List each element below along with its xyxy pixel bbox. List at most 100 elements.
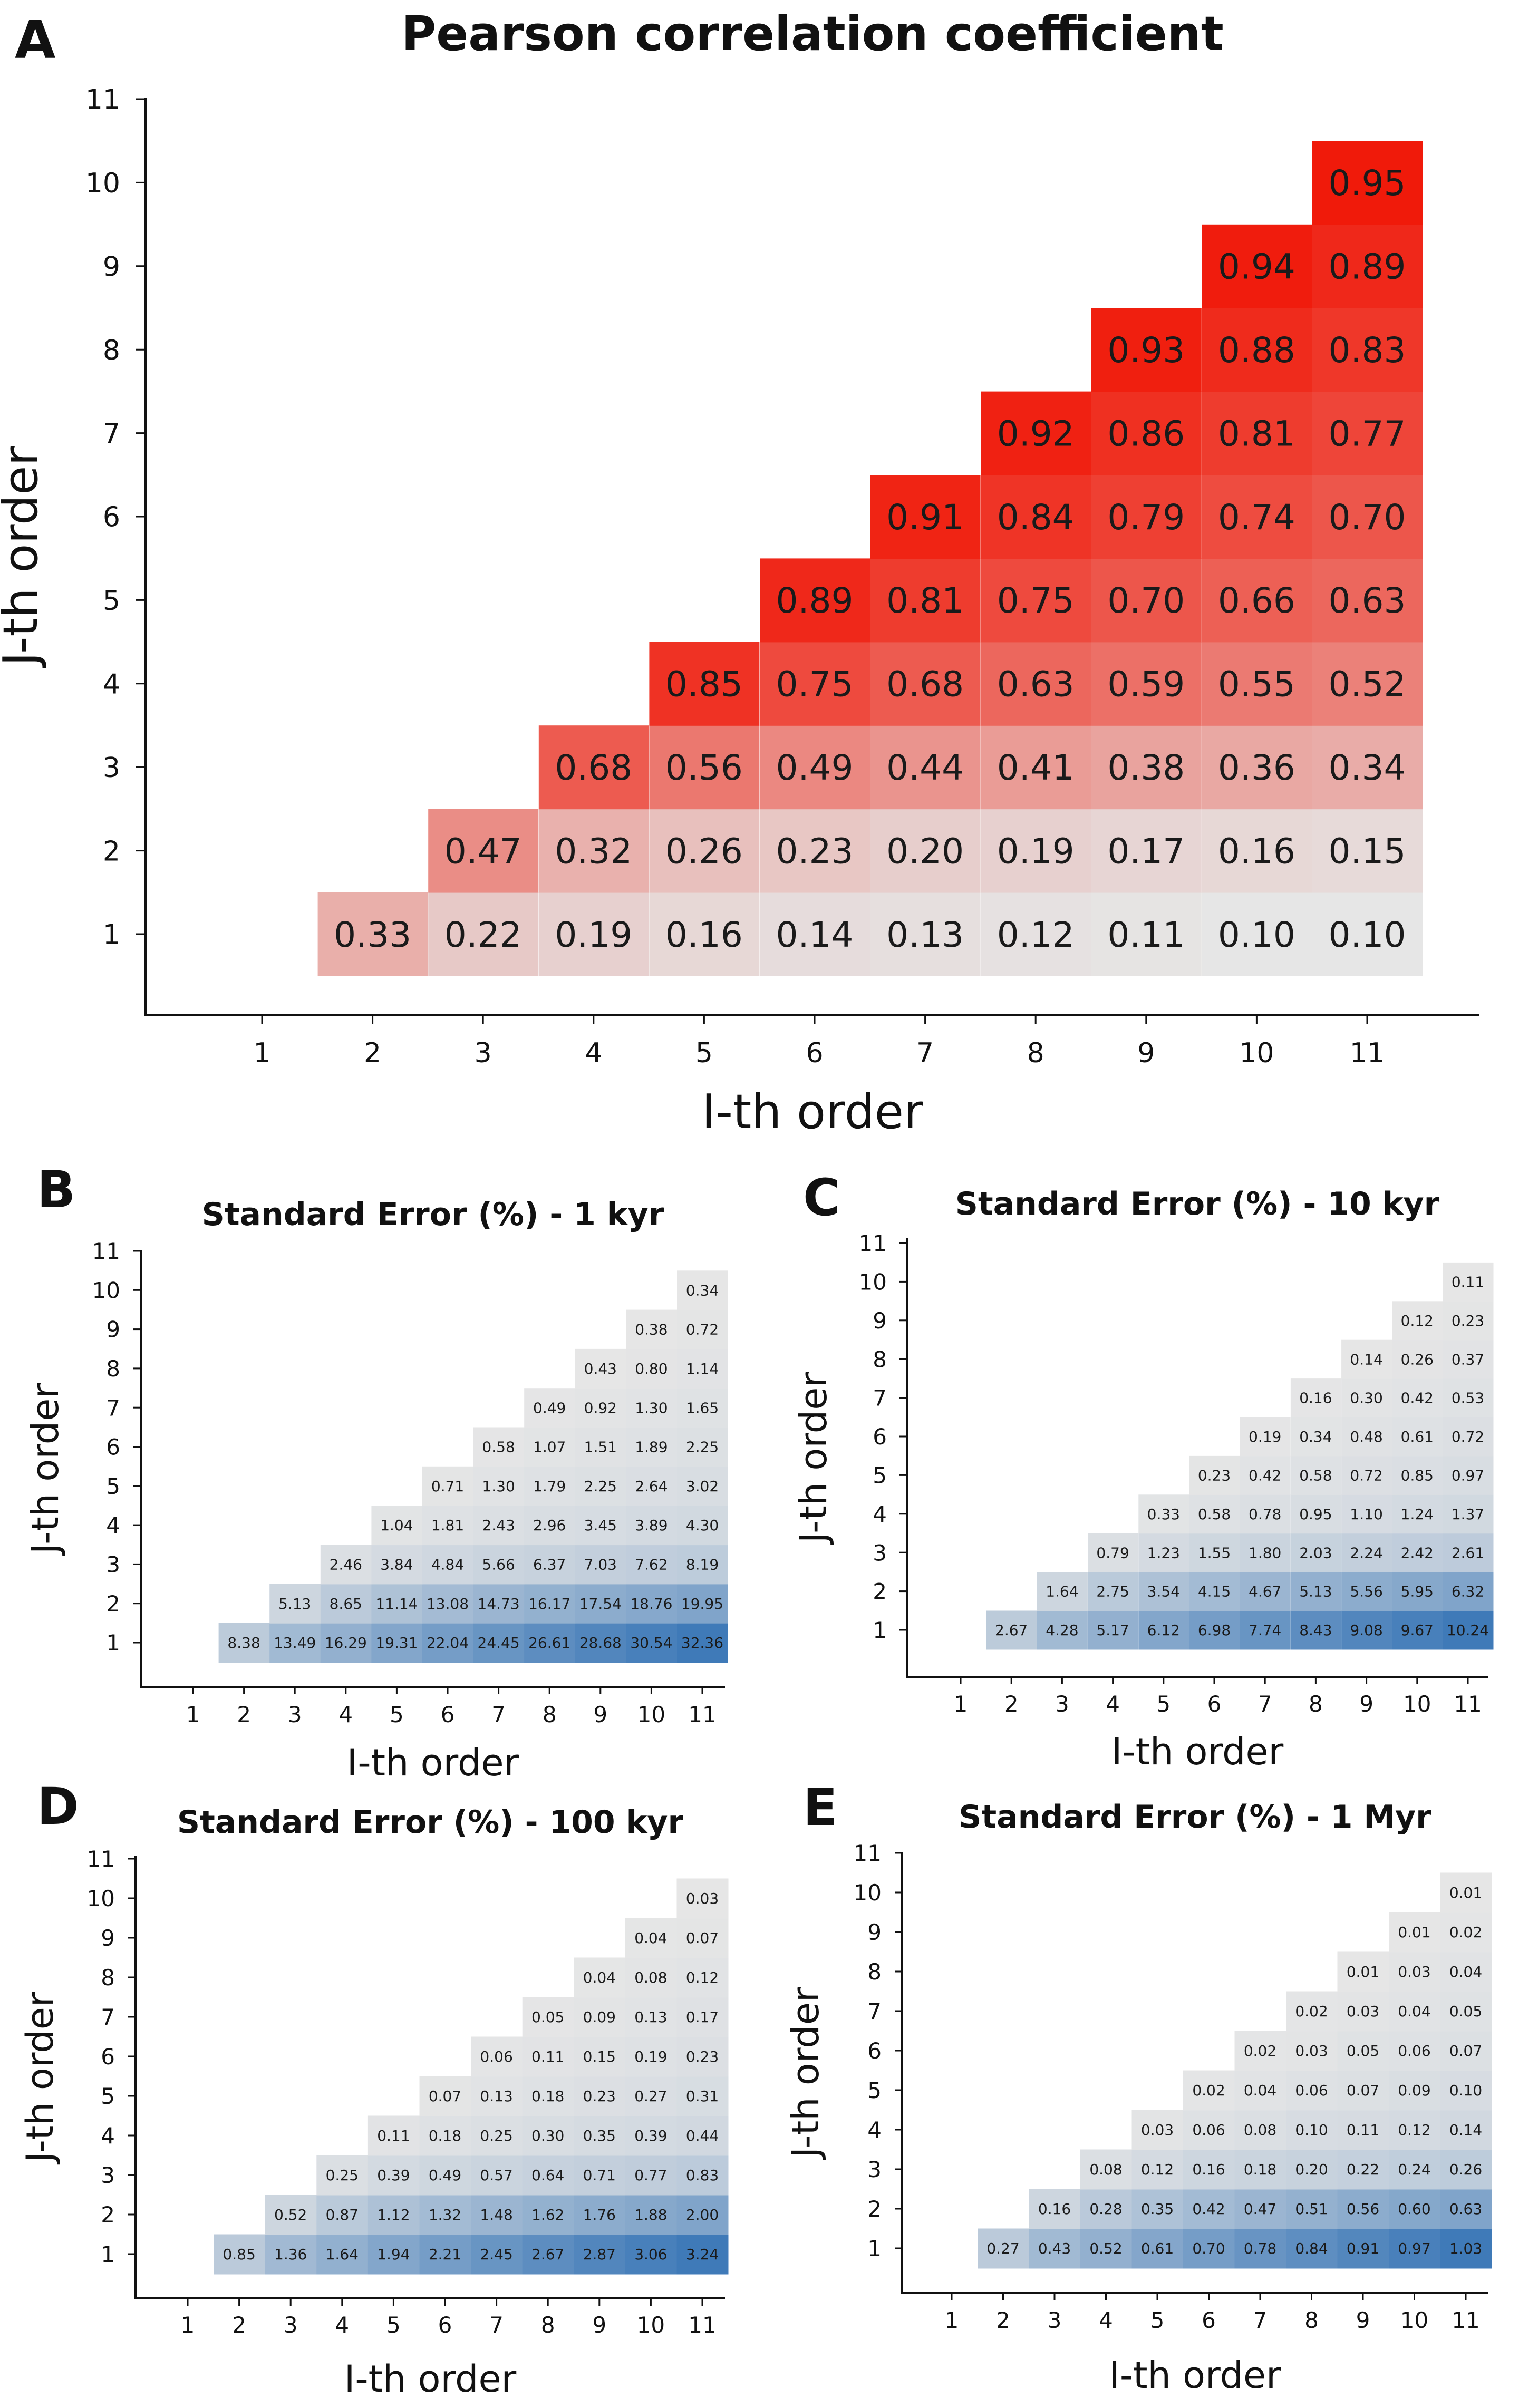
- heatmap-cell: [625, 2234, 677, 2275]
- x-tick-label: 8: [1304, 2307, 1319, 2333]
- heatmap-cell: [1389, 2228, 1440, 2269]
- y-tick-label: 9: [103, 251, 120, 283]
- x-tick-label: 8: [543, 1702, 557, 1727]
- heatmap-cell: [1091, 475, 1202, 559]
- heatmap-cell: [1080, 2189, 1132, 2229]
- heatmap-cell: [1080, 2228, 1132, 2269]
- cell-value-label: 0.18: [429, 2127, 461, 2144]
- heatmap-cell: [522, 2155, 574, 2196]
- y-axis-label-a: J-th order: [0, 446, 49, 669]
- heatmap-cell: [1312, 141, 1423, 225]
- cell-value-label: 0.19: [634, 2048, 667, 2065]
- cell-value-label: 0.79: [1107, 497, 1185, 538]
- cell-value-label: 0.03: [686, 1890, 719, 1907]
- heatmap-cell: [574, 1997, 626, 2037]
- x-tick-label: 8: [541, 2312, 555, 2338]
- x-tick-label: 6: [438, 2312, 452, 2338]
- cell-value-label: 0.61: [1401, 1428, 1434, 1445]
- y-tick-label: 3: [106, 1552, 120, 1578]
- cell-value-label: 1.64: [326, 2246, 359, 2263]
- panel-d-standard-error-100kyr: D Standard Error (%) - 100 kyr 0.85 1.36 1.6…: [18, 1777, 729, 2401]
- heatmap-cell: [574, 2234, 626, 2275]
- panel-label-b: B: [37, 1160, 75, 1219]
- heatmap-cell: [218, 1623, 270, 1663]
- cell-value-label: 0.11: [1107, 915, 1185, 955]
- heatmap-cell: [320, 1623, 372, 1663]
- cell-value-label: 1.10: [1350, 1506, 1382, 1523]
- x-tick-label: 3: [1055, 1691, 1069, 1717]
- y-tick-label: 1: [103, 919, 120, 951]
- cell-value-label: 1.30: [482, 1478, 515, 1495]
- cell-value-label: 0.12: [997, 915, 1075, 955]
- cell-value-label: 0.92: [584, 1399, 617, 1416]
- heatmap-cell: [1290, 1610, 1341, 1650]
- heatmap-cell: [1290, 1455, 1341, 1495]
- cell-value-label: 0.12: [686, 1969, 719, 1986]
- x-tick-label: 10: [637, 2312, 665, 2338]
- cell-value-label: 0.37: [1452, 1351, 1484, 1368]
- heatmap-cell: [677, 1348, 728, 1389]
- cell-value-label: 2.24: [1350, 1544, 1382, 1561]
- heatmap-cell: [473, 1545, 525, 1585]
- heatmap-cell: [1138, 1572, 1189, 1611]
- x-tick-label: 4: [338, 1702, 353, 1727]
- cell-value-label: 0.41: [997, 747, 1075, 788]
- heatmap-cell: [1240, 1533, 1291, 1572]
- cell-value-label: 2.67: [995, 1621, 1028, 1639]
- cell-value-label: 0.11: [531, 2048, 564, 2065]
- cell-value-label: 0.58: [1299, 1467, 1332, 1484]
- heatmap-cell: [649, 725, 760, 810]
- heatmap-cell: [1337, 2149, 1389, 2190]
- heatmap-cell: [1337, 2228, 1389, 2269]
- heatmap-cell: [524, 1466, 576, 1506]
- heatmap-cell: [575, 1584, 626, 1624]
- panel-label-e: E: [803, 1778, 838, 1837]
- cell-value-label: 0.13: [480, 2087, 512, 2105]
- heatmap-cell: [625, 2195, 677, 2235]
- cell-value-label: 1.32: [429, 2206, 461, 2223]
- heatmap-cell: [1290, 1378, 1341, 1418]
- cell-value-label: 0.52: [1329, 664, 1406, 705]
- heatmap-cell: [676, 2036, 729, 2077]
- y-tick-label: 1: [873, 1617, 887, 1643]
- cell-value-label: 6.37: [533, 1556, 566, 1573]
- heatmap-cell: [1091, 391, 1202, 475]
- heatmap-cell: [473, 1466, 525, 1506]
- heatmap-cell: [1131, 2189, 1184, 2229]
- heatmap-cell: [1312, 224, 1423, 308]
- heatmap-cell: [1440, 2149, 1492, 2190]
- cell-value-label: 8.38: [227, 1634, 260, 1652]
- cell-value-label: 3.84: [380, 1556, 413, 1573]
- heatmap-cell: [1312, 892, 1423, 976]
- cell-value-label: 0.20: [1295, 2161, 1328, 2178]
- cell-value-label: 0.10: [1329, 915, 1406, 955]
- cell-value-label: 0.09: [583, 2008, 616, 2026]
- heatmap-cell: [625, 2036, 677, 2077]
- heatmap-cell: [1138, 1533, 1189, 1572]
- cell-value-label: 0.26: [1449, 2161, 1482, 2178]
- x-tick-label: 3: [288, 1702, 302, 1727]
- cell-value-label: 1.65: [686, 1399, 719, 1416]
- heatmap-cell: [1189, 1494, 1240, 1534]
- heatmap-cell: [1131, 2228, 1184, 2269]
- cell-value-label: 0.30: [1350, 1390, 1382, 1407]
- cell-value-label: 0.88: [1218, 330, 1295, 371]
- heatmap-cell: [625, 1997, 677, 2037]
- x-tick-label: 10: [1400, 2307, 1428, 2333]
- y-tick-label: 2: [867, 2196, 882, 2222]
- heatmap-cell: [1091, 642, 1202, 726]
- x-tick-label: 11: [688, 2312, 716, 2338]
- heatmap-cell: [1080, 2149, 1132, 2190]
- heatmap-cell: [524, 1506, 576, 1546]
- heatmap-cell: [1341, 1572, 1392, 1611]
- cell-value-label: 0.19: [555, 915, 632, 955]
- cell-value-label: 0.42: [1249, 1467, 1281, 1484]
- heatmap-cell: [1389, 1951, 1440, 1992]
- cell-value-label: 0.18: [531, 2087, 564, 2105]
- cell-value-label: 0.19: [997, 831, 1075, 871]
- cell-value-label: 0.14: [776, 915, 854, 955]
- heatmap-cell: [1440, 1912, 1492, 1953]
- heatmap-cell: [1202, 391, 1312, 475]
- heatmap-cell: [428, 892, 539, 976]
